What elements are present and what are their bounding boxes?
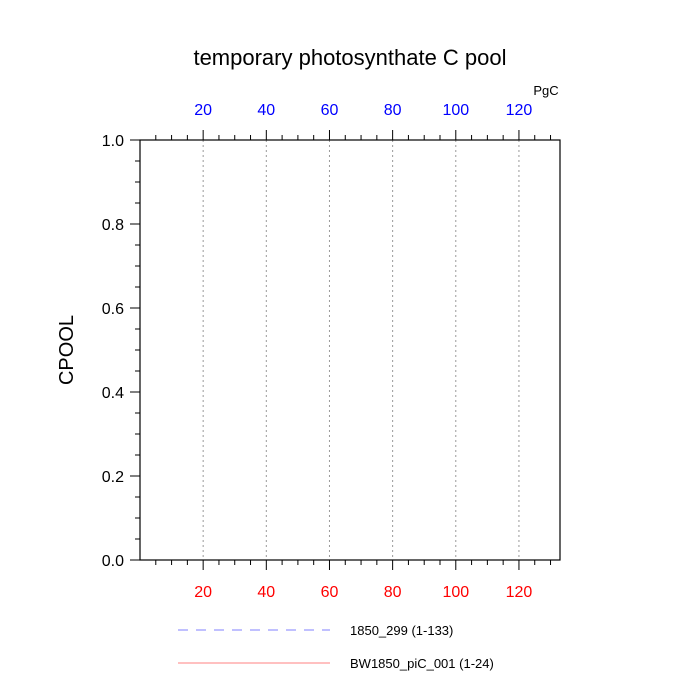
y-tick-label: 0.4 [102,385,124,402]
x-tick-label-bottom: 120 [506,584,533,601]
y-tick-label: 0.8 [102,217,124,234]
y-tick-label: 0.0 [102,553,124,570]
legend-label-1: 1850_299 (1-133) [350,623,453,638]
chart-title: temporary photosynthate C pool [193,45,506,70]
x-tick-label-top: 80 [384,102,402,119]
x-tick-label-bottom: 100 [442,584,469,601]
x-tick-label-top: 20 [194,102,212,119]
x-tick-label-top: 40 [257,102,275,119]
x-tick-label-bottom: 80 [384,584,402,601]
grid [202,140,520,560]
x-tick-label-top: 120 [506,102,533,119]
legend-label-2: BW1850_piC_001 (1-24) [350,656,494,671]
x-tick-label-top: 60 [321,102,339,119]
x-tick-label-bottom: 60 [321,584,339,601]
x-tick-label-top: 100 [442,102,469,119]
y-tick-label: 1.0 [102,133,124,150]
x-tick-label-bottom: 40 [257,584,275,601]
y-axis-label: CPOOL [56,315,78,385]
legend: 1850_299 (1-133) BW1850_piC_001 (1-24) [178,623,494,671]
axis-tick-labels: 20 20 40 40 60 60 80 80 100 100 120 120 0.0 0.2 0.4 0.6… [102,102,533,601]
y-tick-label: 0.2 [102,469,124,486]
axis-ticks [130,130,552,570]
x-tick-label-bottom: 20 [194,584,212,601]
y-tick-label: 0.6 [102,301,124,318]
top-axis-units: PgC [533,83,558,98]
